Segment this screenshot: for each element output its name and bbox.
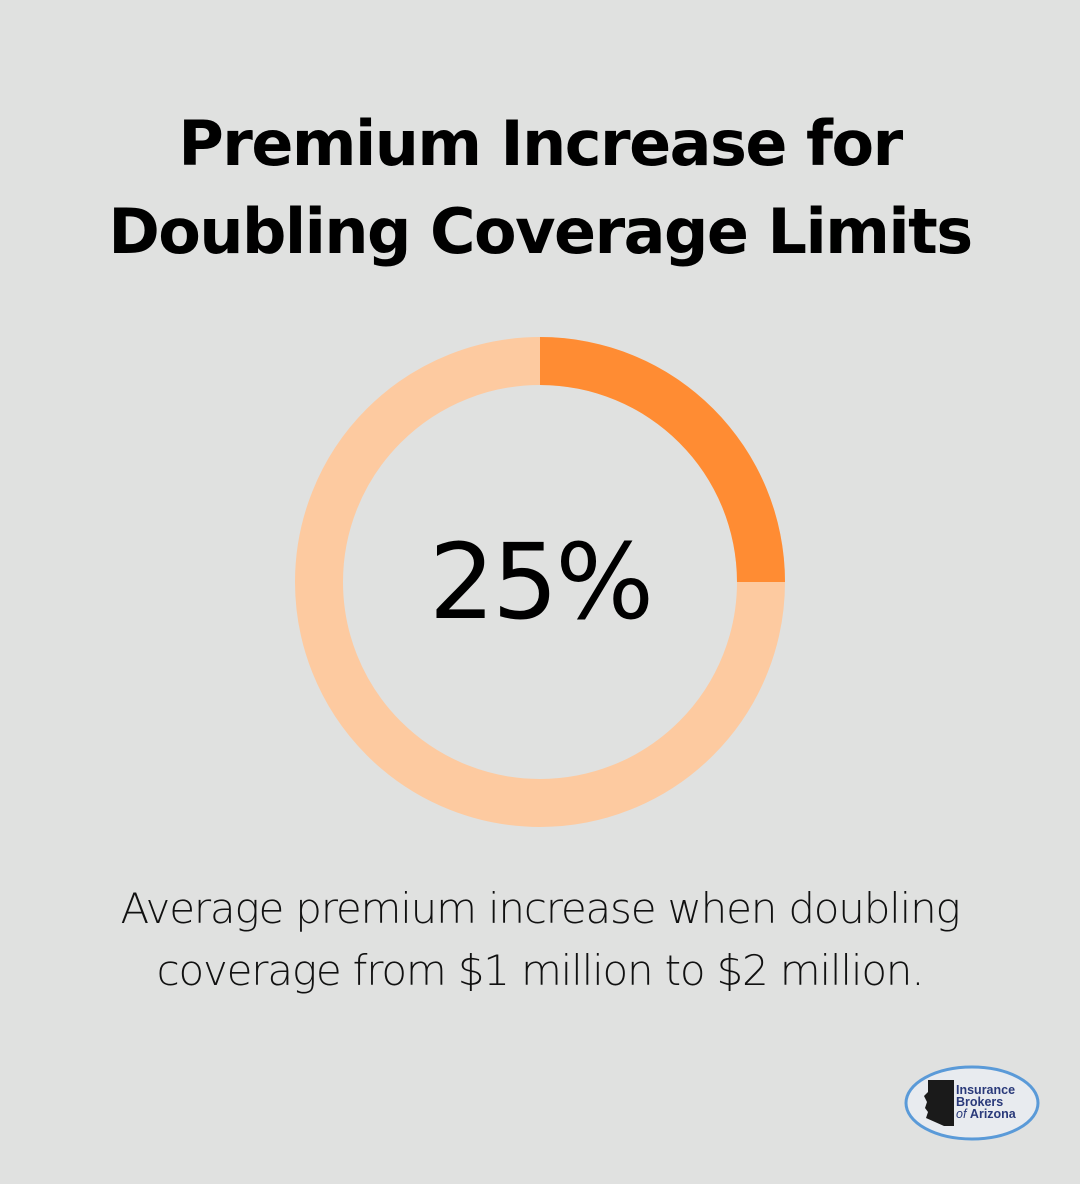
chart-title: Premium Increase for Doubling Coverage L… bbox=[0, 100, 1080, 276]
logo-text: Insurance Brokers of Arizona bbox=[956, 1083, 1016, 1121]
logo-line-3-word: Arizona bbox=[969, 1107, 1016, 1121]
arizona-map-icon bbox=[924, 1080, 954, 1126]
donut-segment-increase bbox=[540, 337, 785, 582]
chart-caption: Average premium increase when doubling c… bbox=[0, 878, 1080, 1002]
logo-line-3-prefix: of bbox=[956, 1107, 967, 1121]
logo-line-2: Brokers bbox=[956, 1095, 1004, 1109]
donut-chart: 25% bbox=[290, 332, 790, 832]
company-logo: Insurance Brokers of Arizona bbox=[904, 1064, 1040, 1142]
chart-caption-line-2: coverage from $1 million to $2 million. bbox=[156, 946, 925, 995]
chart-caption-line-1: Average premium increase when doubling bbox=[120, 884, 960, 933]
logo-line-3: of Arizona bbox=[956, 1107, 1016, 1121]
logo-line-1: Insurance bbox=[956, 1083, 1016, 1097]
logo-ellipse-icon bbox=[904, 1065, 1040, 1141]
chart-title-line-2: Doubling Coverage Limits bbox=[108, 195, 973, 268]
chart-title-line-1: Premium Increase for bbox=[178, 107, 903, 180]
donut-chart-svg bbox=[295, 337, 785, 827]
center-percentage-value: 25% bbox=[428, 521, 654, 643]
